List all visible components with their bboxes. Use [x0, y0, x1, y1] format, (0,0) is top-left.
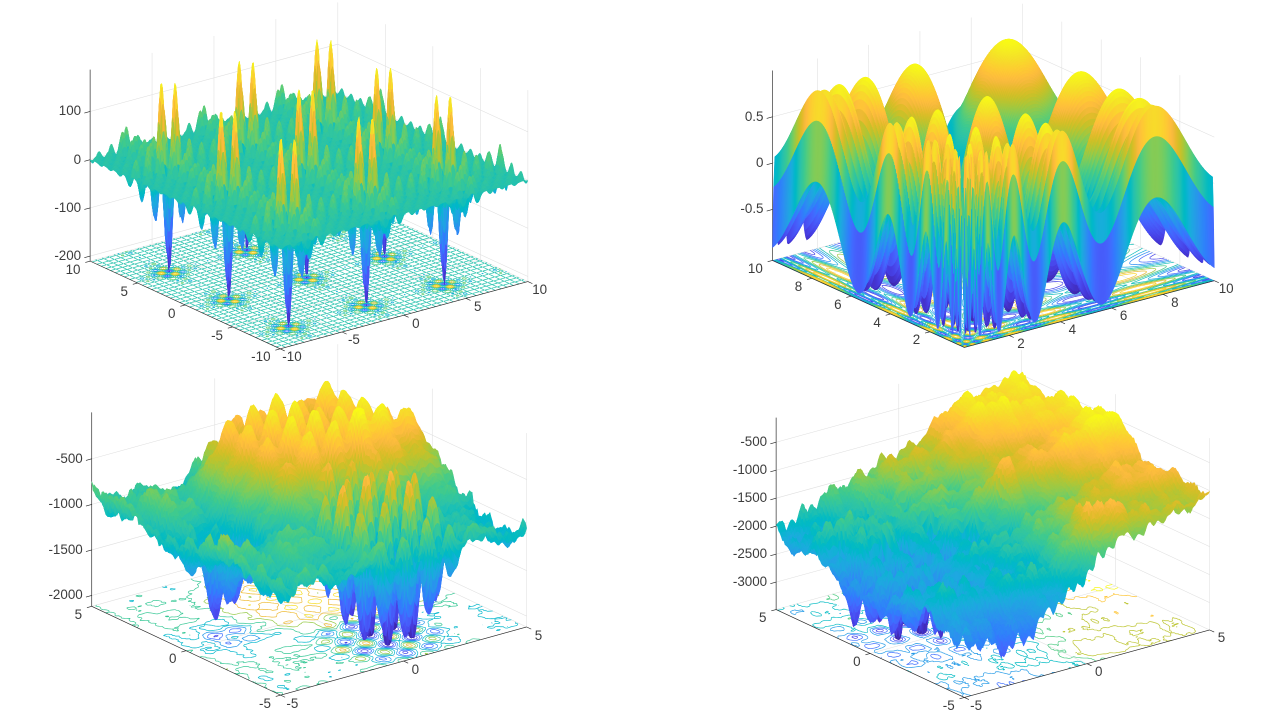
ztick-label-vincent: -0.5 — [740, 201, 764, 217]
subplot-inverted-shubert — [0, 0, 640, 360]
ytick-label-vincent: 8 — [794, 278, 803, 294]
ztick-label-inverted-shubert: 0 — [73, 151, 82, 167]
xtick-label-inverted-shubert: 10 — [532, 281, 548, 297]
ztick-label-vincent: 0 — [756, 155, 764, 171]
ytick-label-inverted-shubert: -10 — [251, 349, 271, 365]
ytick-label-inverted-shubert: 0 — [168, 305, 176, 321]
ytick-label-composition-1: -5 — [259, 695, 271, 711]
xtick-label-inverted-shubert: -10 — [282, 349, 302, 365]
ytick-label-composition-2: 5 — [759, 610, 767, 626]
subplot-vincent — [640, 0, 1280, 360]
ztick-label-composition-1: -1500 — [48, 541, 83, 557]
xtick-label-vincent: 8 — [1171, 294, 1179, 310]
xtick-label-composition-1: 0 — [411, 661, 420, 677]
subplot-composition-2 — [640, 360, 1280, 720]
xtick-label-composition-2: 0 — [1095, 664, 1103, 680]
xtick-label-composition-1: 5 — [534, 627, 543, 643]
ztick-label-inverted-shubert: 100 — [58, 103, 82, 119]
ztick-label-composition-1: -1000 — [48, 496, 83, 512]
xtick-label-vincent: 6 — [1119, 308, 1128, 324]
ztick-label-composition-2: -1000 — [732, 462, 768, 478]
ztick-label-composition-1: -2000 — [48, 587, 83, 603]
ztick-label-composition-2: -3000 — [732, 574, 768, 590]
xtick-label-vincent: 10 — [1218, 281, 1234, 297]
xtick-label-inverted-shubert: 5 — [474, 298, 482, 314]
ytick-label-inverted-shubert: -5 — [211, 327, 224, 343]
ytick-label-composition-1: 0 — [169, 651, 177, 667]
ztick-label-inverted-shubert: -200 — [54, 248, 82, 264]
ztick-label-composition-1: -500 — [55, 450, 83, 466]
ytick-label-composition-1: 5 — [74, 606, 83, 622]
ytick-label-inverted-shubert: 5 — [120, 283, 128, 299]
ztick-label-composition-2: -500 — [740, 434, 768, 450]
ytick-label-composition-2: -5 — [942, 698, 955, 714]
xtick-label-composition-2: 5 — [1217, 630, 1226, 646]
xtick-label-vincent: 4 — [1068, 322, 1077, 338]
ytick-label-vincent: 2 — [912, 332, 921, 348]
ytick-label-composition-2: 0 — [853, 654, 861, 670]
ytick-label-vincent: 6 — [834, 296, 842, 312]
ytick-label-inverted-shubert: 10 — [65, 261, 81, 277]
ztick-label-vincent: 0.5 — [744, 108, 764, 124]
xtick-label-inverted-shubert: 0 — [412, 315, 420, 331]
xtick-label-vincent: 2 — [1017, 335, 1025, 351]
ztick-label-inverted-shubert: -100 — [54, 199, 82, 215]
ztick-label-composition-2: -2000 — [732, 518, 768, 534]
subplot-composition-1 — [0, 360, 640, 720]
ztick-label-composition-2: -2500 — [732, 546, 768, 562]
xtick-label-inverted-shubert: -5 — [347, 332, 360, 348]
ztick-label-composition-2: -1500 — [732, 490, 768, 506]
xtick-label-composition-2: -5 — [970, 697, 983, 713]
ytick-label-vincent: 4 — [873, 314, 881, 330]
xtick-label-composition-1: -5 — [286, 695, 299, 711]
ytick-label-vincent: 10 — [747, 261, 763, 277]
